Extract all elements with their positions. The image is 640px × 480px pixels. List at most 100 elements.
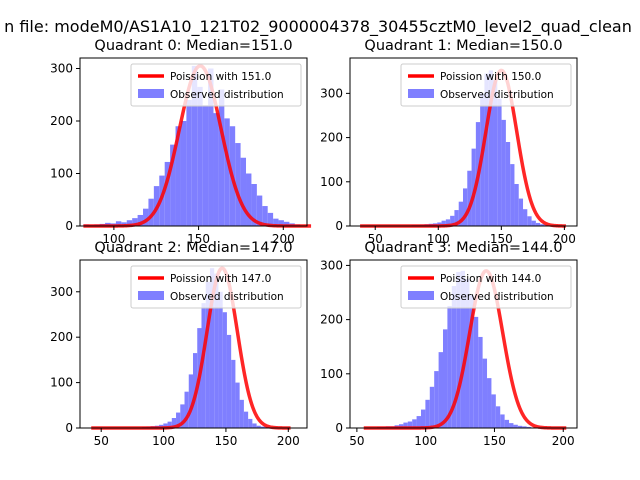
histogram-bar	[540, 224, 545, 226]
histogram-bar	[509, 423, 514, 428]
x-tick-label: 50	[368, 232, 383, 246]
histogram-bar	[180, 404, 185, 428]
histogram-bar	[218, 89, 225, 226]
y-tick-label: 200	[320, 313, 343, 327]
histogram-bar	[214, 273, 219, 428]
x-tick-label: 200	[552, 434, 575, 448]
x-tick-label: 200	[272, 232, 295, 246]
histogram-bar	[407, 421, 413, 428]
y-tick-label: 0	[335, 219, 343, 233]
histogram-bar	[209, 268, 215, 428]
y-tick-label: 0	[335, 421, 343, 435]
x-tick-label: 100	[102, 232, 125, 246]
histogram-bar	[491, 394, 496, 428]
histogram-bar	[246, 173, 252, 226]
histogram-bar	[434, 371, 439, 428]
legend-box	[130, 63, 302, 107]
x-tick-label: 200	[553, 232, 576, 246]
histogram-bar	[497, 98, 502, 226]
histogram-bar	[500, 414, 505, 428]
histogram-bar	[256, 195, 263, 226]
histogram-bar	[231, 359, 236, 428]
x-tick-label: 50	[349, 434, 364, 448]
histogram-bar	[425, 399, 430, 428]
legend-observed-swatch	[138, 291, 164, 300]
axes-frame	[79, 57, 308, 227]
histogram-bar	[510, 164, 515, 226]
subplot-title: Quadrant 3: Median=144.0	[364, 240, 562, 256]
histogram-bar	[403, 422, 408, 428]
histogram-bar	[180, 121, 187, 226]
histogram-bar	[205, 281, 210, 428]
histogram-bar	[463, 188, 468, 226]
histogram-bar	[447, 306, 452, 428]
histogram-bar	[445, 219, 451, 226]
histogram-bar	[235, 382, 240, 428]
histogram-bar	[526, 426, 532, 428]
y-tick-label: 300	[320, 258, 343, 272]
legend-observed-label: Observed distribution	[440, 89, 554, 101]
legend-poisson-label: Poission with 150.0	[440, 71, 541, 83]
legend-poisson-label: Poission with 147.0	[170, 273, 271, 285]
x-tick-label: 150	[187, 232, 210, 246]
histogram-bar	[471, 148, 476, 226]
x-tick-label: 150	[490, 232, 513, 246]
legend-observed-swatch	[408, 89, 434, 98]
histogram-bar	[201, 303, 206, 428]
legend-poisson-label: Poission with 144.0	[440, 273, 541, 285]
y-tick-label: 100	[50, 376, 73, 390]
axes-frame	[79, 259, 308, 429]
y-tick-label: 300	[50, 62, 73, 76]
histogram-bar	[514, 184, 519, 226]
histogram-bar	[416, 416, 421, 428]
suptitle: n file: modeM0/AS1A10_121T02_9000004378_…	[4, 17, 632, 37]
y-tick-label: 0	[65, 421, 73, 435]
y-tick-label: 300	[50, 285, 73, 299]
x-tick-label: 150	[214, 434, 237, 448]
histogram-bar	[495, 406, 501, 428]
histogram-bar	[488, 70, 494, 226]
histogram-bar	[450, 215, 455, 226]
histogram-bar	[441, 220, 446, 226]
histogram-bar	[283, 221, 290, 226]
axes-frame	[349, 57, 578, 227]
legend-observed-label: Observed distribution	[170, 89, 284, 101]
histogram-bar	[487, 378, 492, 428]
histogram-bar	[175, 126, 181, 226]
histogram-bar	[132, 218, 138, 227]
histogram-bar	[454, 210, 459, 226]
histogram-bar	[458, 201, 463, 226]
histogram-bar	[208, 68, 214, 226]
histogram-bar	[186, 100, 192, 226]
histogram-bar	[197, 86, 203, 227]
histogram-bar	[501, 119, 506, 226]
histogram-bar	[243, 411, 249, 428]
histogram-bar	[478, 336, 483, 428]
y-tick-label: 200	[320, 131, 343, 145]
histogram-bar	[260, 426, 266, 428]
subplot-1: 50 100 150 200 0 100 200 300 Quadrant 1: Median=…	[320, 38, 578, 246]
subplot-3: 50 100 150 200 0 100 200 300 Quadrant 3: Median=…	[320, 240, 578, 448]
histogram-bar	[456, 271, 461, 428]
histogram-bar	[523, 209, 528, 226]
legend-box	[400, 265, 572, 309]
histogram-bar	[522, 426, 527, 428]
histogram-bar	[184, 391, 189, 428]
histogram-bar	[420, 409, 426, 428]
histogram-bar	[469, 295, 474, 428]
legend-observed-swatch	[408, 291, 434, 300]
y-tick-label: 200	[50, 330, 73, 344]
x-tick-label: 100	[414, 434, 437, 448]
legend-box	[400, 63, 572, 107]
subplot-title: Quadrant 0: Median=151.0	[94, 38, 292, 54]
histogram-bar	[278, 220, 284, 226]
histogram-bar	[505, 142, 511, 226]
legend-observed-label: Observed distribution	[170, 291, 284, 303]
y-tick-label: 100	[320, 367, 343, 381]
histogram-bar	[251, 184, 257, 226]
histogram-bar	[443, 329, 448, 428]
histogram-bar	[412, 419, 417, 428]
y-tick-label: 100	[320, 175, 343, 189]
histogram-bar	[176, 412, 181, 428]
histogram-bar	[188, 374, 193, 428]
